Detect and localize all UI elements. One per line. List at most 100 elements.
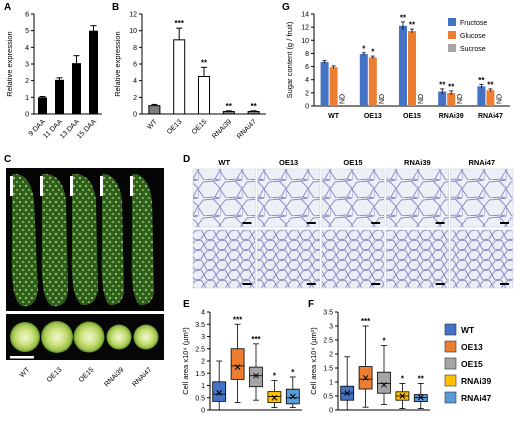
- g-significance-fructose-rnai39: **: [439, 80, 446, 89]
- d-scale-bar-top-oe15: [371, 222, 381, 224]
- e-ytick-label: 0: [201, 408, 205, 415]
- g-significance-fructose-rnai47: **: [478, 76, 485, 85]
- fruit-photo-panel: [6, 168, 164, 314]
- fruit-longitudinal-wt: [11, 173, 38, 307]
- d-scale-bar-bottom-rnai47: [500, 283, 509, 285]
- f-significance-oe15: *: [382, 337, 386, 346]
- e-ytick-label: 3: [201, 334, 205, 341]
- g-bar-fructose-rnai47: [477, 86, 486, 106]
- e-box-oe15: [249, 366, 263, 388]
- b-significance-oe13: ***: [175, 19, 185, 28]
- b-significance-rnai47: **: [250, 102, 257, 111]
- b-ytick-label: 12: [129, 12, 137, 19]
- g-nd-rnai39: ND: [457, 94, 464, 104]
- g-bar-glucose-oe13: [368, 57, 377, 106]
- f-ytick-label: 3.5: [323, 310, 333, 317]
- b-xtick-oe13: OE13: [166, 118, 184, 136]
- b-ylabel: Relative expression: [113, 31, 122, 96]
- d-scale-bar-bottom-oe13: [306, 283, 316, 285]
- b-xtick-wt: WT: [146, 118, 159, 131]
- g-bar-glucose-rnai47: [486, 90, 495, 106]
- d-column-label-oe13: OE13: [279, 158, 298, 167]
- d-micrograph-top-oe13: [257, 168, 321, 228]
- chart-b-expression-lines: 0 2 4 6 8 10 12 Relative expression WT *** OE13 ** O…: [113, 12, 266, 140]
- d-micrograph-top-wt: [192, 168, 256, 228]
- d-scale-bar-bottom-wt: [242, 283, 252, 285]
- panel-label-f: F: [308, 299, 314, 310]
- g-legend-swatch-sucrose: [448, 44, 456, 52]
- g-significance-glucose-oe13: *: [371, 48, 375, 57]
- e-ytick-label: 1.5: [195, 371, 205, 378]
- g-ytick-label: 4: [305, 77, 309, 84]
- f-significance-rnai39: *: [401, 374, 405, 383]
- c-label-oe15: OE15: [78, 366, 96, 384]
- a-ytick-label: 6: [25, 12, 29, 19]
- panel-label-b: B: [112, 2, 119, 13]
- f-significance-rnai47: **: [418, 374, 425, 383]
- e-ytick-label: 3.5: [195, 322, 205, 329]
- d-scale-bar-bottom-rnai39: [435, 283, 445, 285]
- g-nd-rnai47: ND: [496, 94, 503, 104]
- slice-rnai47: [133, 324, 159, 350]
- e-ytick-label: 1: [201, 383, 205, 390]
- e-box-oe13: [230, 348, 245, 380]
- legend-ef-swatch-wt: [444, 323, 457, 336]
- f-ytick-label: 1.5: [323, 366, 333, 373]
- d-micrograph-bottom-oe15: [321, 229, 385, 289]
- a-ytick-label: 1: [25, 95, 29, 102]
- a-ytick-label: 0: [25, 112, 29, 119]
- e-mean-marker-oe15: [253, 372, 259, 379]
- b-ytick-label: 10: [129, 28, 137, 35]
- fruit-photo-labels: WT OE13 OE15 RNAi39 RNAi47: [19, 366, 154, 389]
- a-ytick-label: 4: [25, 45, 29, 52]
- e-box-wt: [212, 381, 227, 402]
- f-ytick-label: 0.5: [323, 394, 333, 401]
- f-ytick-label: 3: [329, 324, 333, 331]
- g-bar-fructose-oe13: [359, 54, 368, 106]
- b-xtick-rnai47: RNAi47: [236, 118, 258, 140]
- e-ylabel: Cell area x10⁴ (μm²): [181, 327, 190, 395]
- fruit-longitudinal-oe13: [41, 173, 68, 307]
- g-significance-fructose-oe13: *: [362, 44, 366, 53]
- e-significance-rnai47: *: [291, 368, 295, 377]
- panel-label-d: D: [183, 154, 190, 165]
- a-ytick-label: 5: [25, 28, 29, 35]
- slice-wt: [10, 322, 40, 352]
- fruit-longitudinal-rnai39: [101, 173, 124, 306]
- d-column-label-rnai47: RNAi47: [468, 158, 495, 167]
- g-xtick-rnai47: RNAi47: [478, 113, 503, 120]
- b-ytick-label: 8: [133, 45, 137, 52]
- g-ytick-label: 10: [301, 38, 309, 45]
- b-significance-oe15: **: [201, 58, 208, 67]
- g-ytick-label: 6: [305, 64, 309, 71]
- c-label-rnai47: RNAi47: [131, 366, 153, 388]
- b-ytick-label: 6: [133, 62, 137, 69]
- f-ytick-label: 1: [329, 380, 333, 387]
- legend-ef-label-rnai47: RNAi47: [461, 393, 492, 403]
- g-legend-label-fructose: Fructose: [460, 20, 487, 27]
- g-significance-glucose-rnai47: **: [487, 80, 494, 89]
- slice-oe13: [41, 321, 73, 353]
- panel-label-e: E: [183, 299, 190, 310]
- g-nd-oe13: ND: [379, 94, 386, 104]
- b-significance-rnai39: **: [226, 102, 233, 111]
- d-micrograph-bottom-oe13: [257, 229, 321, 289]
- e-significance-rnai39: *: [273, 372, 277, 381]
- f-ytick-label: 2.5: [323, 338, 333, 345]
- f-box-oe15: [377, 371, 391, 394]
- a-bar-15-daa: [89, 30, 98, 115]
- g-legend-label-sucrose: Sucrose: [460, 46, 486, 53]
- legend-ef-swatch-rnai39: [444, 374, 457, 387]
- d-micrograph-top-oe15: [321, 168, 385, 228]
- d-scale-bar-top-oe13: [306, 222, 316, 224]
- slice-rnai39: [106, 324, 132, 350]
- a-ytick-label: 3: [25, 62, 29, 69]
- g-ytick-label: 12: [301, 25, 309, 32]
- g-xtick-wt: WT: [328, 113, 340, 120]
- f-mean-marker-oe15: [381, 381, 387, 388]
- e-ytick-label: 0.5: [195, 395, 205, 402]
- g-significance-fructose-oe15: **: [400, 13, 407, 22]
- panel-label-g: G: [282, 2, 290, 13]
- b-bar-rnai47: [247, 111, 260, 115]
